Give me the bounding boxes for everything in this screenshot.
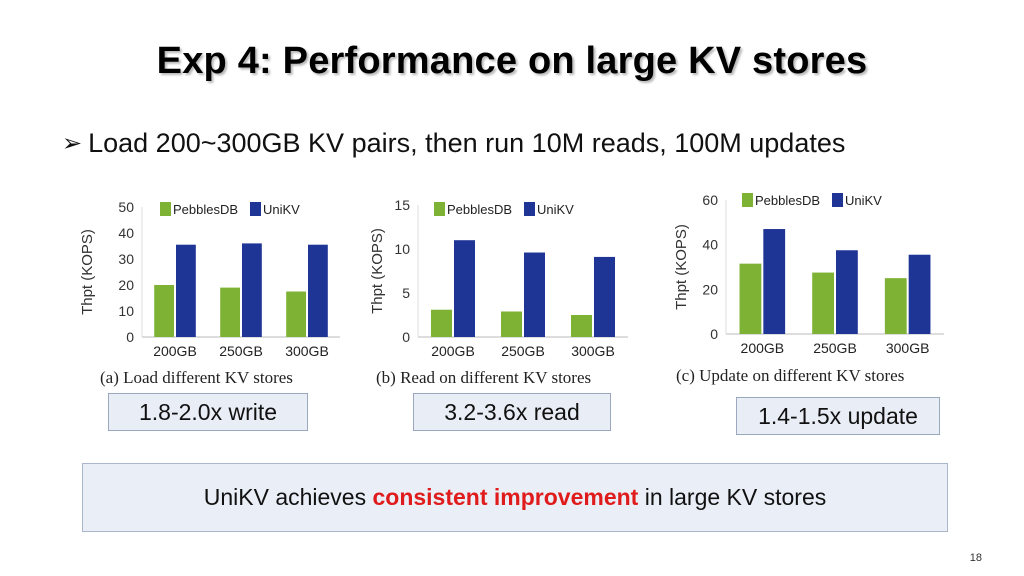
- unikv-bar: [242, 243, 262, 337]
- conclusion-highlight: consistent improvement: [372, 484, 639, 510]
- x-category-label: 250GB: [219, 343, 263, 359]
- pebblesdb-bar: [154, 285, 174, 337]
- unikv-bar: [836, 250, 858, 334]
- pebblesdb-bar: [286, 291, 306, 337]
- unikv-bar: [308, 244, 328, 337]
- y-tick-label: 0: [710, 326, 718, 342]
- write-speedup-callout: 1.8-2.0x write: [108, 393, 308, 431]
- y-tick-label: 15: [394, 197, 410, 213]
- y-tick-label: 10: [394, 241, 410, 257]
- y-tick-label: 0: [402, 329, 410, 345]
- update-speedup-callout: 1.4-1.5x update: [736, 397, 940, 435]
- chart-update-caption: (c) Update on different KV stores: [676, 366, 905, 385]
- y-axis-label: Thpt (KOPS): [673, 224, 690, 310]
- bullet-text: Load 200~300GB KV pairs, then run 10M re…: [88, 128, 846, 158]
- x-category-label: 200GB: [431, 343, 475, 359]
- y-tick-label: 0: [126, 329, 134, 345]
- y-axis-label: Thpt (KOPS): [369, 228, 386, 314]
- y-tick-label: 5: [402, 285, 410, 301]
- pebblesdb-bar: [220, 287, 240, 337]
- x-category-label: 300GB: [285, 343, 329, 359]
- bullet-point: ➢ Load 200~300GB KV pairs, then run 10M …: [62, 128, 845, 159]
- x-category-label: 300GB: [571, 343, 615, 359]
- pebblesdb-bar: [501, 311, 522, 337]
- y-tick-label: 50: [118, 199, 134, 215]
- conclusion-text-start: UniKV achieves: [203, 484, 373, 510]
- legend-unikv-label: UniKV: [263, 202, 300, 217]
- y-axis-label: Thpt (KOPS): [79, 229, 96, 315]
- unikv-bar: [594, 256, 615, 337]
- y-tick-label: 40: [118, 225, 134, 241]
- legend-unikv-label: UniKV: [845, 193, 882, 208]
- slide-title: Exp 4: Performance on large KV stores: [156, 40, 868, 82]
- chart-read-caption: (b) Read on different KV stores: [376, 368, 592, 387]
- legend-unikv-swatch: [524, 202, 535, 216]
- chart-load: 0 10 20 30 40 50 Thpt (KOPS) 200GB 250GB 300GB Peb…: [78, 192, 350, 364]
- legend-unikv-swatch: [250, 202, 261, 216]
- x-category-label: 200GB: [153, 343, 197, 359]
- chart-load-caption: (a) Load different KV stores: [100, 368, 293, 387]
- read-speedup-callout: 3.2-3.6x read: [413, 393, 611, 431]
- pebblesdb-bar: [739, 263, 762, 334]
- y-tick-label: 20: [118, 277, 134, 293]
- pebblesdb-bar: [884, 278, 907, 334]
- legend-pebblesdb-swatch: [742, 193, 753, 207]
- legend-pebblesdb-swatch: [160, 202, 171, 216]
- chart-update: 0 20 40 60 Thpt (KOPS) 200GB 250GB 300GB Pebbles…: [672, 186, 952, 362]
- unikv-bar: [763, 229, 786, 334]
- y-tick-label: 20: [702, 281, 718, 297]
- y-tick-label: 60: [702, 192, 718, 208]
- legend-unikv-label: UniKV: [537, 202, 574, 217]
- y-tick-label: 10: [118, 303, 134, 319]
- pebblesdb-bar: [812, 272, 834, 334]
- legend-pebblesdb-label: PebblesDB: [755, 193, 820, 208]
- legend-pebblesdb-label: PebblesDB: [447, 202, 512, 217]
- arrow-bullet-icon: ➢: [62, 130, 83, 157]
- x-category-label: 250GB: [501, 343, 545, 359]
- page-number: 18: [969, 552, 982, 564]
- chart-read: 0 5 10 15 Thpt (KOPS) 200GB 250GB 300GB PebblesD…: [368, 192, 640, 364]
- chart-read-svg: 0 5 10 15 Thpt (KOPS) 200GB 250GB 300GB PebblesD…: [369, 197, 628, 359]
- x-category-label: 250GB: [813, 340, 857, 356]
- pebblesdb-bar: [431, 309, 452, 337]
- x-category-label: 300GB: [886, 340, 930, 356]
- legend-pebblesdb-label: PebblesDB: [173, 202, 238, 217]
- y-tick-label: 30: [118, 251, 134, 267]
- unikv-bar: [176, 244, 196, 337]
- unikv-bar: [524, 252, 545, 337]
- legend-unikv-swatch: [832, 193, 843, 207]
- chart-update-svg: 0 20 40 60 Thpt (KOPS) 200GB 250GB 300GB Pebbles…: [673, 192, 944, 356]
- legend-pebblesdb-swatch: [434, 202, 445, 216]
- unikv-bar: [454, 240, 475, 337]
- unikv-bar: [908, 254, 931, 334]
- pebblesdb-bar: [571, 315, 592, 337]
- conclusion-box: UniKV achieves consistent improvement in…: [82, 463, 948, 532]
- conclusion-text-end: in large KV stores: [638, 484, 827, 510]
- x-category-label: 200GB: [741, 340, 785, 356]
- y-tick-label: 40: [702, 237, 718, 253]
- chart-load-svg: 0 10 20 30 40 50 Thpt (KOPS) 200GB 250GB 300GB Peb…: [79, 199, 340, 359]
